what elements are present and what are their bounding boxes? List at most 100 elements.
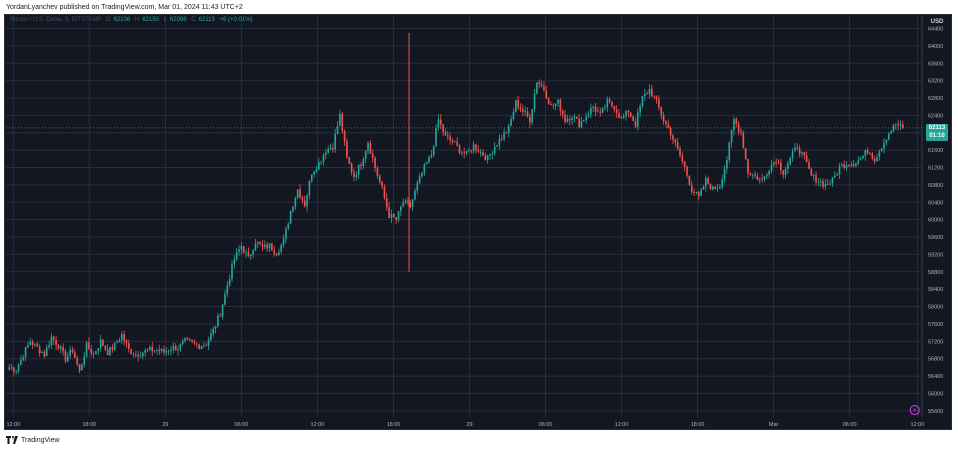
candle-body: [179, 343, 182, 350]
candle-body: [41, 352, 43, 353]
candle-body: [730, 130, 733, 143]
candle-body: [393, 214, 395, 218]
candle-body: [686, 166, 688, 176]
event-marker-icon: [909, 405, 920, 415]
candle-body: [132, 353, 135, 355]
candle-body: [869, 153, 871, 155]
candle-body: [791, 151, 794, 158]
x-tick-label: 12:00: [6, 422, 20, 428]
candle-body: [245, 252, 247, 254]
candle-body: [712, 186, 714, 190]
candle-body: [592, 106, 595, 108]
candle-body: [892, 124, 895, 132]
open-value: 62106: [113, 17, 131, 23]
candle-body: [322, 155, 325, 162]
candle-body: [273, 250, 276, 254]
candle-body: [174, 346, 177, 351]
candle-body: [374, 158, 376, 168]
candle-body: [395, 217, 398, 220]
low-value: 62096: [169, 17, 187, 23]
candle-body: [55, 339, 57, 346]
candle-body: [744, 148, 747, 159]
candle-body: [575, 116, 578, 119]
candle-body: [768, 171, 770, 175]
candle-body: [636, 112, 639, 127]
candle-body: [606, 99, 609, 108]
candle-body: [24, 347, 27, 358]
candle-body: [20, 359, 22, 365]
currency-label[interactable]: USD: [930, 19, 944, 25]
candle-body: [360, 164, 362, 167]
candle-body: [184, 338, 186, 341]
candle-body: [254, 243, 257, 251]
candle-body: [402, 202, 405, 207]
candle-body: [195, 343, 198, 345]
candle-body: [641, 96, 644, 106]
candle-body: [439, 119, 442, 125]
candle-body: [740, 131, 742, 134]
x-tick-label: 29: [162, 422, 168, 428]
candle-body: [472, 144, 475, 152]
candle-body: [343, 131, 346, 142]
candle-body: [604, 107, 606, 109]
candle-body: [540, 84, 543, 87]
candle-body: [822, 181, 824, 187]
candle-body: [559, 99, 562, 111]
candle-body: [69, 349, 71, 357]
candle-body: [203, 345, 205, 347]
candle-body: [327, 148, 329, 153]
candle-body: [144, 350, 147, 353]
publisher-caption: YordanLyanchev published on TradingView.…: [6, 4, 243, 11]
candle-body: [186, 338, 189, 340]
y-tick-label: 64000: [928, 44, 943, 50]
candle-body: [573, 116, 576, 118]
candle-body: [622, 116, 625, 119]
candle-body: [601, 107, 604, 113]
candle-body: [721, 179, 724, 187]
candle-body: [50, 336, 53, 346]
candle-body: [167, 350, 170, 352]
candle-body: [45, 347, 48, 357]
low-label: L: [163, 17, 167, 23]
candle-body: [702, 186, 705, 190]
candle-body: [522, 109, 524, 112]
candle-body: [416, 182, 419, 191]
candle-body: [723, 168, 726, 180]
candle-body: [887, 133, 890, 140]
candle-body: [325, 152, 327, 156]
candle-body: [233, 259, 236, 265]
candle-body: [142, 352, 144, 357]
candle-body: [92, 353, 95, 355]
candle-body: [491, 153, 494, 155]
candle-body: [10, 367, 13, 369]
candle-body: [655, 96, 658, 100]
candle-body: [838, 166, 841, 175]
candle-body: [378, 175, 381, 182]
y-tick-label: 64400: [928, 27, 943, 33]
high-label: H: [134, 17, 140, 23]
candle-body: [226, 285, 229, 294]
candle-body: [805, 155, 808, 163]
candle-body: [414, 190, 416, 200]
chart-panel[interactable]: [4, 14, 952, 430]
candle-body: [85, 342, 88, 357]
candle-body: [308, 180, 311, 196]
candle-body: [224, 293, 226, 305]
candle-body: [578, 118, 580, 128]
candle-body: [796, 147, 799, 149]
candle-body: [306, 195, 308, 207]
candle-body: [899, 124, 902, 126]
candle-body: [463, 152, 466, 154]
candle-body: [829, 183, 831, 185]
candle-body: [719, 186, 721, 189]
candle-body: [749, 173, 752, 176]
candle-body: [458, 145, 461, 154]
candle-body: [590, 107, 592, 115]
candle-body: [756, 175, 759, 180]
candle-body: [71, 349, 74, 353]
candle-body: [210, 333, 212, 340]
candle-body: [608, 99, 611, 102]
candle-body: [301, 197, 304, 201]
footer: TradingView: [6, 436, 60, 444]
